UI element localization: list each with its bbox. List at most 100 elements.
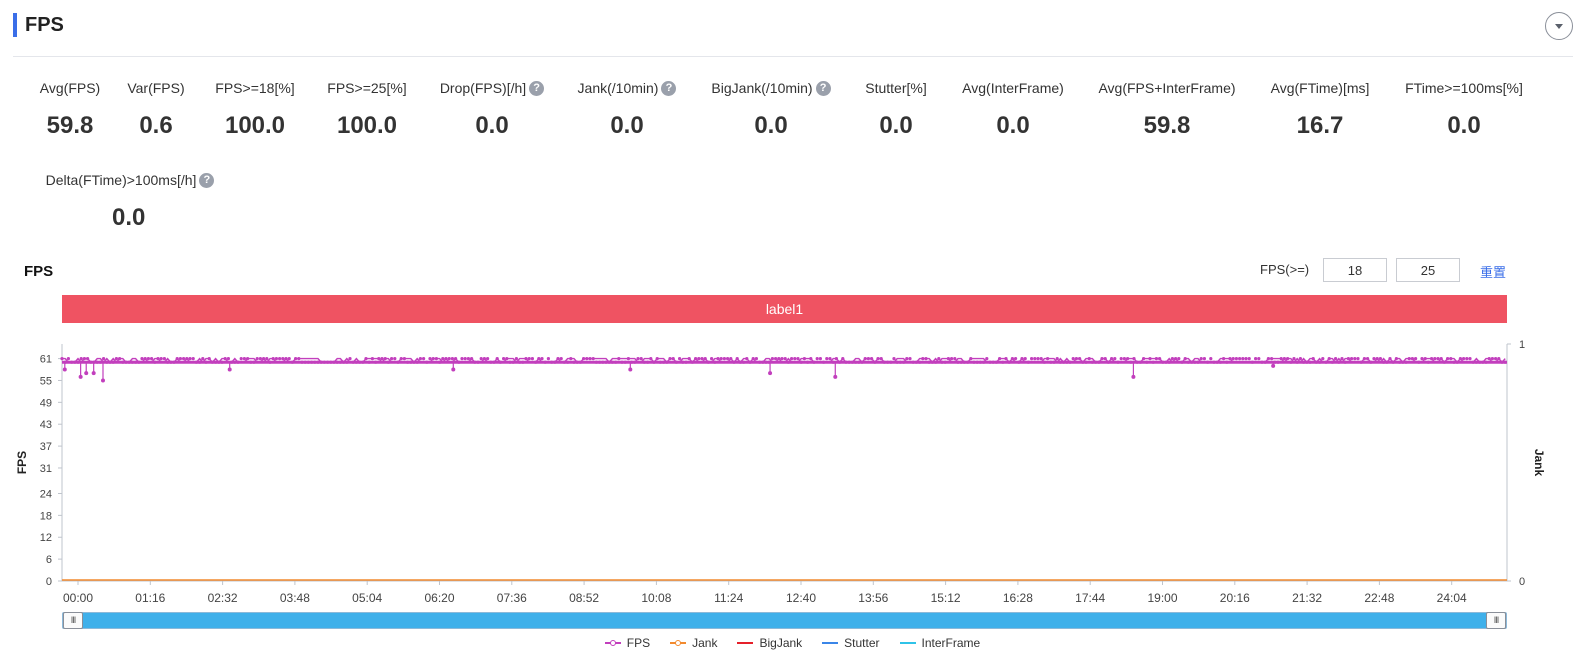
fps-point (681, 360, 685, 364)
legend-swatch-interframe (899, 638, 916, 648)
metric-label: Stutter[%] (865, 80, 927, 96)
collapse-button[interactable] (1545, 12, 1573, 40)
fps-point (1062, 360, 1066, 364)
metric-value: 0.0 (610, 112, 644, 139)
legend-swatch-stutter (822, 638, 839, 648)
fps-point (642, 360, 647, 364)
fps-point (697, 357, 701, 361)
help-icon[interactable]: ? (661, 80, 677, 96)
y-tick-label: 6 (46, 554, 52, 566)
fps-point (415, 360, 419, 364)
fps-point (162, 357, 166, 361)
fps-threshold-label: FPS(>=) (1260, 262, 1310, 277)
fps-point (870, 357, 874, 361)
x-tick-label: 22:48 (1364, 591, 1394, 605)
fps-point (982, 360, 986, 364)
fps-point (873, 360, 877, 364)
fps-point (466, 357, 470, 361)
fps-point (684, 360, 688, 364)
legend-item-stutter[interactable]: Stutter (822, 636, 880, 650)
fps-point (1503, 360, 1507, 364)
zoom-slider-right-handle[interactable]: III (1486, 612, 1506, 629)
fps-point (860, 360, 864, 364)
fps-point (754, 357, 759, 361)
fps-point (1030, 357, 1034, 361)
fps-point (1417, 360, 1421, 364)
fps-point (204, 360, 208, 364)
fps-point (428, 357, 432, 361)
fps-point (518, 360, 522, 364)
fps-dip-point (62, 367, 67, 372)
fps-point (1116, 360, 1120, 364)
x-tick-label: 12:40 (786, 591, 816, 605)
fps-point (143, 357, 147, 361)
y-tick-label: 31 (40, 463, 52, 475)
fps-point (1494, 357, 1498, 361)
zoom-slider-track[interactable] (62, 612, 1507, 629)
y-tick-label: 18 (40, 510, 52, 522)
fps-threshold-input-1[interactable] (1323, 258, 1387, 282)
help-icon[interactable]: ? (529, 80, 545, 96)
fps-point (1164, 360, 1168, 364)
fps-point (748, 360, 752, 364)
fps-point (1458, 357, 1462, 361)
help-icon[interactable]: ? (199, 172, 215, 188)
fps-point (1292, 357, 1296, 361)
legend-label: Jank (692, 636, 718, 650)
label-bar[interactable]: label1 (62, 295, 1507, 323)
fps-point (76, 360, 80, 364)
fps-point (242, 357, 246, 361)
fps-point (332, 360, 336, 364)
fps-point (236, 360, 240, 364)
legend-item-jank[interactable]: Jank (670, 636, 717, 650)
fps-point (1311, 357, 1315, 361)
fps-point (594, 360, 599, 364)
fps-chart[interactable]: 0 6 12 18 24 31 37 43 49 55 61 0 1 FPS Jank 00:00 01:16 0… (0, 330, 1585, 612)
fps-point (1084, 360, 1088, 364)
fps-point (1433, 357, 1437, 361)
fps-point (1436, 357, 1440, 361)
x-tick-label: 19:00 (1147, 591, 1177, 605)
fps-point (1308, 360, 1312, 364)
fps-point (399, 357, 403, 361)
fps-point (185, 357, 189, 361)
help-icon[interactable]: ? (815, 80, 831, 96)
fps-point (1094, 360, 1098, 364)
zoom-slider-left-handle[interactable]: III (63, 612, 83, 629)
fps-point (1362, 357, 1366, 361)
fps-point (1343, 360, 1347, 364)
fps-point (732, 360, 736, 364)
fps-point (239, 357, 243, 361)
fps-point (943, 360, 947, 364)
x-tick-label: 24:04 (1437, 591, 1467, 605)
fps-point (66, 357, 70, 361)
metric-ftime-ge-100ms: FTime>=100ms[%] 0.0 (1396, 78, 1532, 138)
legend-item-fps[interactable]: FPS (604, 636, 650, 650)
legend-item-interframe[interactable]: InterFrame (899, 636, 980, 650)
fps-point (1132, 357, 1136, 361)
fps-threshold-input-2[interactable] (1396, 258, 1460, 282)
legend-item-bigjank[interactable]: BigJank (737, 636, 802, 650)
fps-point (351, 360, 355, 364)
fps-point (1007, 360, 1011, 364)
y-tick-label: 49 (40, 397, 52, 409)
fps-point (1382, 360, 1386, 364)
fps-point (86, 357, 90, 361)
fps-dip-point (451, 367, 456, 372)
reset-link[interactable]: 重置 (1480, 265, 1507, 280)
fps-point (182, 357, 186, 361)
fps-point (886, 360, 890, 364)
fps-point (1052, 360, 1056, 364)
fps-point (745, 357, 749, 361)
x-tick-label: 20:16 (1220, 591, 1250, 605)
fps-point (1404, 360, 1408, 364)
fps-point (866, 357, 871, 361)
fps-point (1100, 357, 1104, 361)
fps-point (799, 360, 803, 364)
fps-point (354, 360, 358, 364)
fps-point (1346, 357, 1350, 361)
fps-point (1110, 357, 1114, 361)
fps-point (972, 360, 976, 364)
fps-point (841, 357, 845, 361)
fps-point (671, 357, 675, 361)
